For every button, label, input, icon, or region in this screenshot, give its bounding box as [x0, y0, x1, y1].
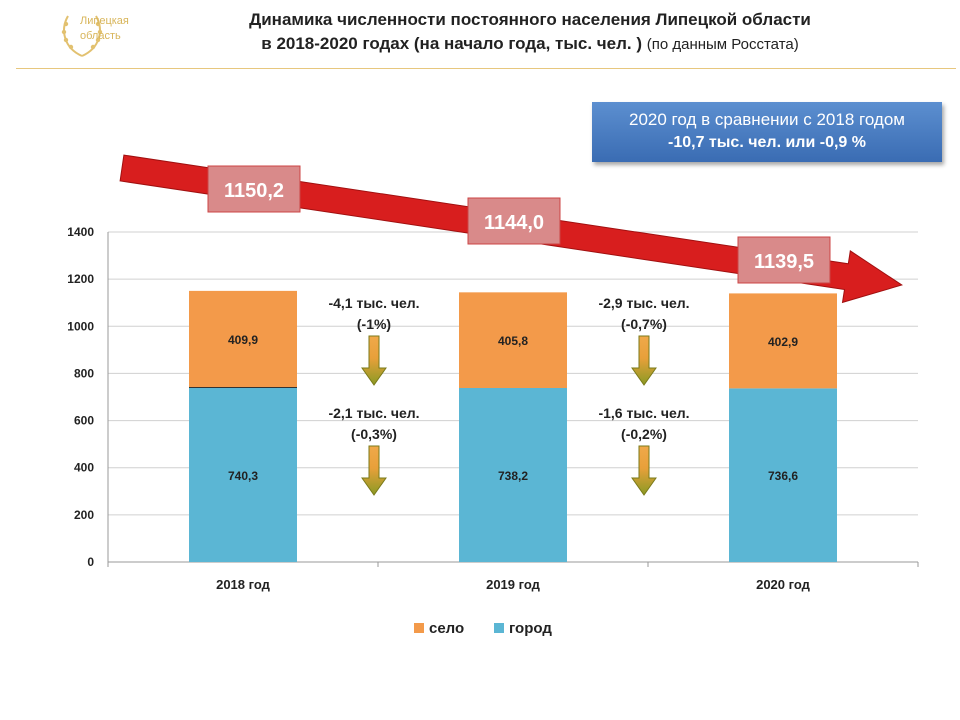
title-line2-main: в 2018-2020 годах (на начало года, тыс. …: [261, 34, 642, 53]
title-source: (по данным Росстата): [646, 36, 799, 53]
change-gorod-arrow-icon: [361, 445, 387, 496]
change-gorod-value: -2,1 тыс. чел.: [328, 405, 419, 421]
y-tick-label: 1200: [67, 272, 94, 286]
data-label-selo: 402,9: [768, 335, 798, 349]
legend-swatch: [494, 623, 504, 633]
legend-swatch: [414, 623, 424, 633]
change-gorod-percent: (-0,3%): [351, 426, 397, 442]
change-gorod-arrow-icon: [631, 445, 657, 496]
title-line1: Динамика численности постоянного населен…: [249, 10, 811, 29]
comparison-line1: 2020 год в сравнении с 2018 годом: [629, 110, 905, 129]
total-box: [207, 165, 301, 213]
region-name-line1: Липецкая: [80, 15, 129, 27]
x-tick-label: 2019 год: [486, 577, 541, 592]
y-tick-label: 800: [74, 366, 94, 380]
legend-label: город: [509, 620, 552, 637]
change-selo-arrow-icon: [361, 335, 387, 386]
legend-label: село: [429, 620, 464, 637]
change-selo-value: -4,1 тыс. чел.: [328, 295, 419, 311]
bar-selo: [459, 292, 567, 388]
change-selo-percent: (-1%): [357, 316, 391, 332]
region-name-line2: область: [80, 30, 121, 42]
data-label-gorod: 740,3: [228, 469, 258, 483]
change-selo-arrow-icon: [631, 335, 657, 386]
y-tick-label: 400: [74, 461, 94, 475]
bar-gorod: [729, 388, 837, 562]
comparison-box: 2020 год в сравнении с 2018 годом -10,7 …: [592, 102, 942, 162]
y-tick-label: 200: [74, 508, 94, 522]
x-tick-label: 2020 год: [756, 577, 811, 592]
total-box: [737, 236, 831, 284]
change-gorod-percent: (-0,2%): [621, 426, 667, 442]
bar-gorod: [459, 387, 567, 562]
y-tick-label: 0: [87, 555, 94, 569]
total-value: 1150,2: [224, 180, 284, 202]
region-name: Липецкая область: [80, 14, 150, 44]
total-value: 1139,5: [754, 251, 814, 273]
data-label-gorod: 738,2: [498, 469, 528, 483]
bar-selo: [189, 290, 297, 388]
total-value: 1144,0: [484, 212, 544, 234]
y-tick-label: 1000: [67, 319, 94, 333]
change-selo-percent: (-0,7%): [621, 316, 667, 332]
bar-selo: [729, 293, 837, 389]
comparison-line2: -10,7 тыс. чел. или -0,9 %: [668, 134, 866, 151]
data-label-gorod: 736,6: [768, 469, 798, 483]
total-box: [467, 197, 561, 245]
page-title: Динамика численности постоянного населен…: [170, 8, 890, 57]
change-selo-value: -2,9 тыс. чел.: [598, 295, 689, 311]
title-line2: в 2018-2020 годах (на начало года, тыс. …: [170, 32, 890, 57]
y-tick-label: 600: [74, 414, 94, 428]
y-tick-label: 1400: [67, 225, 94, 239]
region-logo-icon: [61, 15, 103, 57]
data-label-selo: 409,9: [228, 333, 258, 347]
bar-gorod: [189, 387, 297, 562]
change-gorod-value: -1,6 тыс. чел.: [598, 405, 689, 421]
header-divider: [16, 68, 956, 69]
data-label-selo: 405,8: [498, 334, 528, 348]
x-tick-label: 2018 год: [216, 577, 271, 592]
